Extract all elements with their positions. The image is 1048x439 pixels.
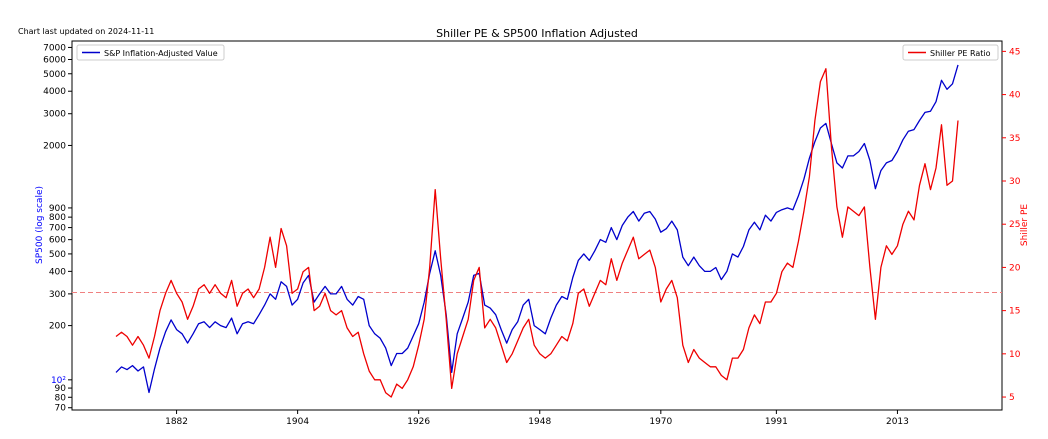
legend-sp500-label: S&P Inflation-Adjusted Value: [104, 49, 218, 58]
left-tick-label: 800: [49, 213, 66, 223]
left-tick-label: 4000: [43, 87, 66, 97]
right-y-axis: 5 10 15 20 25 30 35 40 45: [1002, 47, 1021, 403]
right-tick-label: 40: [1009, 91, 1021, 101]
legend-shiller-label: Shiller PE Ratio: [930, 49, 991, 58]
legend-shiller-box: [902, 44, 999, 61]
plot-frame: [71, 40, 1003, 411]
right-tick-label: 10: [1009, 350, 1021, 360]
left-tick-label: 300: [49, 290, 66, 300]
left-tick-label: 90: [55, 384, 67, 394]
right-tick-label: 45: [1009, 47, 1020, 57]
x-tick-label: 1926: [407, 417, 430, 427]
right-tick-label: 35: [1009, 134, 1020, 144]
left-tick-label: 80: [55, 393, 67, 403]
left-tick-label: 200: [49, 322, 66, 332]
left-tick-label: 700: [49, 224, 66, 234]
left-tick-label: 400: [49, 267, 66, 277]
left-tick-label: 2000: [43, 141, 66, 151]
left-tick-label: 6000: [43, 55, 66, 65]
left-tick-label: 3000: [43, 110, 66, 120]
legend-shiller: Shiller PE Ratio: [902, 44, 999, 61]
x-tick-label: 2013: [886, 417, 909, 427]
x-tick-label: 1882: [165, 417, 188, 427]
series-layer: [115, 64, 959, 398]
x-tick-label: 1948: [528, 417, 551, 427]
update-note: Chart last updated on 2024-11-11: [18, 27, 154, 36]
right-tick-label: 20: [1009, 263, 1021, 273]
left-tick-label: 900: [49, 204, 66, 214]
x-axis: 1882 1904 1926 1948 1970 1991 2013: [165, 410, 909, 427]
x-tick-label: 1970: [649, 417, 672, 427]
left-tick-label: 500: [49, 250, 66, 260]
left-tick-label: 10²: [51, 376, 66, 386]
left-tick-label: 70: [55, 404, 67, 414]
right-tick-label: 5: [1009, 393, 1015, 403]
sp500-line: [115, 64, 959, 394]
right-tick-label: 15: [1009, 307, 1020, 317]
right-axis-label: Shiller PE: [1020, 204, 1030, 246]
legend-sp500-box: [76, 44, 225, 61]
left-tick-label: 600: [49, 236, 66, 246]
x-tick-label: 1904: [286, 417, 309, 427]
left-tick-label: 5000: [43, 70, 66, 80]
right-tick-label: 30: [1009, 177, 1021, 187]
shiller-pe-line: [115, 68, 959, 398]
right-tick-label: 25: [1009, 220, 1020, 230]
legend-sp500: S&P Inflation-Adjusted Value: [76, 44, 225, 61]
left-tick-label: 7000: [43, 43, 66, 53]
left-axis-label: SP500 (log scale): [35, 186, 45, 264]
x-tick-label: 1991: [765, 417, 788, 427]
chart-title: Shiller PE & SP500 Inflation Adjusted: [436, 27, 638, 40]
